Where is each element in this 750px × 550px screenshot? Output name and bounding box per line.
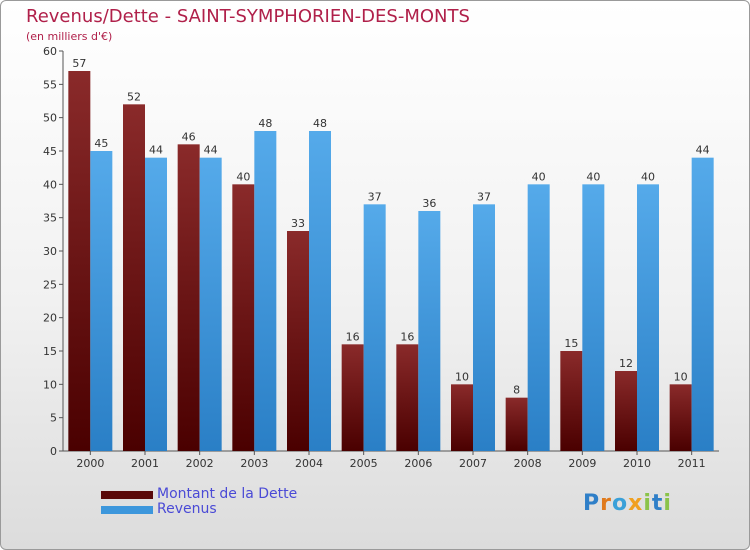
bar-revenus (473, 204, 495, 451)
bar-revenus (90, 151, 113, 451)
x-tick-label: 2010 (623, 457, 651, 470)
data-label-revenus: 44 (204, 144, 218, 157)
y-tick-label: 15 (43, 345, 57, 358)
chart-title: Revenus/Dette - SAINT-SYMPHORIEN-DES-MON… (26, 6, 470, 27)
legend-swatch-dette (101, 491, 153, 499)
bar-dette (615, 371, 637, 451)
data-label-revenus: 37 (368, 190, 382, 203)
x-tick-label: 2006 (404, 457, 432, 470)
bar-dette (177, 144, 200, 452)
x-tick-label: 2004 (295, 457, 323, 470)
data-label-dette: 40 (236, 170, 250, 183)
y-tick-label: 50 (43, 112, 57, 125)
x-tick-label: 2011 (678, 457, 706, 470)
data-label-revenus: 40 (532, 170, 546, 183)
bar-revenus (691, 157, 714, 451)
y-tick-label: 40 (43, 178, 57, 191)
y-tick-label: 35 (43, 212, 57, 225)
bar-revenus (637, 184, 659, 452)
bar-dette (396, 344, 419, 451)
data-label-dette: 52 (127, 90, 141, 103)
y-tick-label: 60 (43, 45, 57, 58)
bar-revenus (145, 157, 167, 451)
data-label-revenus: 37 (477, 190, 491, 203)
legend-swatch-revenus (101, 506, 153, 514)
y-tick-label: 10 (43, 378, 57, 391)
bar-dette (232, 184, 255, 452)
data-label-dette: 15 (564, 337, 578, 350)
bar-revenus (418, 211, 441, 451)
data-label-dette: 46 (182, 130, 196, 143)
x-tick-label: 2000 (76, 457, 104, 470)
data-label-revenus: 36 (422, 197, 436, 210)
data-label-dette: 10 (455, 370, 469, 383)
bar-dette (68, 71, 91, 451)
data-label-dette: 57 (72, 57, 86, 70)
chart-subtitle: (en milliers d'€) (26, 30, 113, 43)
legend-label-dette: Montant de la Dette (157, 486, 298, 502)
data-label-revenus: 44 (696, 144, 710, 157)
x-tick-label: 2005 (350, 457, 378, 470)
data-label-revenus: 48 (313, 117, 327, 130)
y-tick-label: 45 (43, 145, 57, 158)
data-label-revenus: 44 (149, 144, 163, 157)
y-tick-label: 25 (43, 278, 57, 291)
data-label-dette: 8 (513, 384, 520, 397)
data-label-dette: 33 (291, 217, 305, 230)
bar-revenus (309, 131, 331, 451)
x-tick-label: 2009 (568, 457, 596, 470)
x-tick-label: 2007 (459, 457, 487, 470)
x-tick-label: 2002 (186, 457, 214, 470)
legend-label-revenus: Revenus (157, 501, 217, 517)
data-label-revenus: 45 (94, 137, 108, 150)
data-label-dette: 10 (674, 370, 688, 383)
chart-axes: 0 5 10 15 20 25 30 35 40 45 50 55 60 2000 2001 2002 2003… (43, 45, 719, 470)
bar-dette (287, 231, 309, 451)
bar-revenus (527, 184, 550, 452)
bar-dette (451, 384, 473, 451)
data-label-dette: 16 (400, 330, 414, 343)
bar-revenus (199, 157, 222, 451)
bar-revenus (363, 204, 386, 451)
x-tick-label: 2003 (240, 457, 268, 470)
bar-dette (341, 344, 364, 451)
bar-dette (560, 351, 583, 451)
bar-dette (505, 397, 528, 451)
x-tick-label: 2008 (514, 457, 542, 470)
y-tick-label: 30 (43, 245, 57, 258)
x-tick-label: 2001 (131, 457, 159, 470)
y-tick-label: 55 (43, 78, 57, 91)
y-tick-label: 20 (43, 312, 57, 325)
bar-revenus (254, 131, 277, 451)
data-label-revenus: 40 (641, 170, 655, 183)
chart-data-labels: 57 45 52 44 46 44 40 48 33 48 16 37 16 36 10 37 8 40 15 40 1… (72, 57, 709, 397)
bar-dette (669, 384, 692, 451)
proxiti-logo: Proxiti (583, 491, 672, 516)
data-label-dette: 12 (619, 357, 633, 370)
y-tick-label: 5 (50, 412, 57, 425)
data-label-revenus: 40 (586, 170, 600, 183)
y-tick-label: 0 (50, 445, 57, 458)
bar-dette (123, 104, 145, 451)
chart-bars (68, 71, 714, 452)
data-label-dette: 16 (346, 330, 360, 343)
bar-revenus (582, 184, 605, 452)
data-label-revenus: 48 (258, 117, 272, 130)
